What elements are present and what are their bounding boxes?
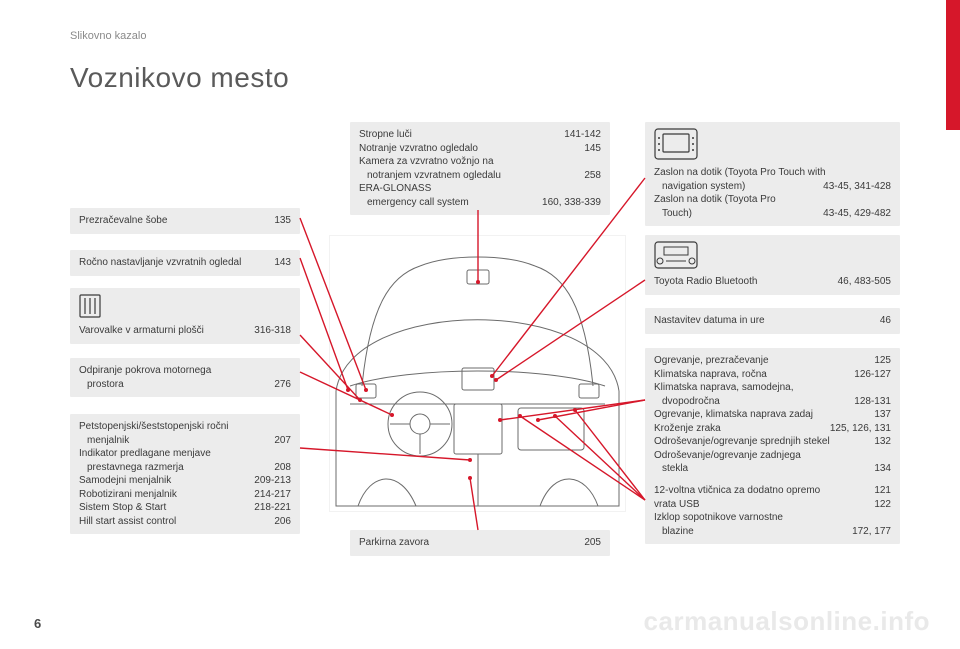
page-ref: 145 bbox=[584, 142, 601, 156]
label: Odroševanje/ogrevanje sprednjih stekel bbox=[654, 435, 864, 449]
label: ERA-GLONASS bbox=[359, 182, 601, 196]
label: Ogrevanje, prezračevanje bbox=[654, 354, 864, 368]
page-ref: 276 bbox=[274, 378, 291, 392]
callout-parking-brake: Parkirna zavora 205 bbox=[350, 530, 610, 556]
callout-air-vents: Prezračevalne šobe 135 bbox=[70, 208, 300, 234]
page-ref: 132 bbox=[874, 435, 891, 449]
label: navigation system) bbox=[654, 180, 813, 194]
touchscreen-icon bbox=[654, 128, 698, 160]
label: stekla bbox=[654, 462, 864, 476]
label: emergency call system bbox=[359, 196, 532, 210]
page-ref: 137 bbox=[874, 408, 891, 422]
page-ref: 43-45, 341-428 bbox=[823, 180, 891, 194]
manual-page: Slikovno kazalo Voznikovo mesto Prezrače… bbox=[0, 0, 960, 649]
page-ref: 126-127 bbox=[854, 368, 891, 382]
label: dvopodročna bbox=[654, 395, 844, 409]
label: Samodejni menjalnik bbox=[79, 474, 244, 488]
page-ref: 134 bbox=[874, 462, 891, 476]
label: Kroženje zraka bbox=[654, 422, 820, 436]
page-ref: 258 bbox=[584, 169, 601, 183]
page-ref: 208 bbox=[274, 461, 291, 475]
page-ref: 43-45, 429-482 bbox=[823, 207, 891, 221]
label: notranjem vzvratnem ogledalu bbox=[359, 169, 574, 183]
page-ref: 209-213 bbox=[254, 474, 291, 488]
callout-ceiling: Stropne luči 141-142 Notranje vzvratno og… bbox=[350, 122, 610, 215]
page-ref: 207 bbox=[274, 434, 291, 448]
label: vrata USB bbox=[654, 498, 864, 512]
label-line1: Odpiranje pokrova motornega bbox=[79, 364, 291, 378]
label: Ogrevanje, klimatska naprava zadaj bbox=[654, 408, 864, 422]
label: menjalnik bbox=[79, 434, 264, 448]
label: Petstopenjski/šeststopenjski ročni bbox=[79, 420, 291, 434]
label: Notranje vzvratno ogledalo bbox=[359, 142, 574, 156]
label: Klimatska naprava, ročna bbox=[654, 368, 844, 382]
label: Odroševanje/ogrevanje zadnjega bbox=[654, 449, 891, 463]
label: Ročno nastavljanje vzvratnih ogledal bbox=[79, 256, 264, 270]
page-ref: 214-217 bbox=[254, 488, 291, 502]
page-number: 6 bbox=[34, 616, 41, 631]
callout-bonnet: Odpiranje pokrova motornega prostora 276 bbox=[70, 358, 300, 397]
dashboard-illustration bbox=[330, 236, 625, 511]
label: Indikator predlagane menjave bbox=[79, 447, 291, 461]
page-ref: 143 bbox=[274, 256, 291, 270]
label: Hill start assist control bbox=[79, 515, 264, 529]
watermark: carmanualsonline.info bbox=[644, 606, 930, 637]
page-ref: 160, 338-339 bbox=[542, 196, 601, 210]
page-ref: 128-131 bbox=[854, 395, 891, 409]
callout-radio: Toyota Radio Bluetooth 46, 483-505 bbox=[645, 235, 900, 295]
page-ref: 46 bbox=[880, 314, 891, 328]
label: Klimatska naprava, samodejna, bbox=[654, 381, 891, 395]
callout-mirror-adjust: Ročno nastavljanje vzvratnih ogledal 143 bbox=[70, 250, 300, 276]
page-ref: 218-221 bbox=[254, 501, 291, 515]
radio-icon bbox=[654, 241, 698, 269]
callout-datetime: Nastavitev datuma in ure 46 bbox=[645, 308, 900, 334]
label: Sistem Stop & Start bbox=[79, 501, 244, 515]
callout-touchscreen: Zaslon na dotik (Toyota Pro Touch with n… bbox=[645, 122, 900, 226]
label: Kamera za vzvratno vožnjo na bbox=[359, 155, 601, 169]
label: Zaslon na dotik (Toyota Pro bbox=[654, 193, 891, 207]
page-ref: 206 bbox=[274, 515, 291, 529]
label: blazine bbox=[654, 525, 842, 539]
page-ref: 46, 483-505 bbox=[838, 275, 891, 289]
callout-fusebox: Varovalke v armaturni plošči 316-318 bbox=[70, 288, 300, 344]
page-ref: 125 bbox=[874, 354, 891, 368]
page-ref: 121 bbox=[874, 484, 891, 498]
page-ref: 205 bbox=[584, 536, 601, 550]
label: Varovalke v armaturni plošči bbox=[79, 324, 244, 338]
label: Izklop sopotnikove varnostne bbox=[654, 511, 891, 525]
page-ref: 122 bbox=[874, 498, 891, 512]
callout-accessories: 12-voltna vtičnica za dodatno opremo121 … bbox=[645, 478, 900, 544]
label: Stropne luči bbox=[359, 128, 554, 142]
callout-hvac: Ogrevanje, prezračevanje 125 Klimatska na… bbox=[645, 348, 900, 482]
label: Prezračevalne šobe bbox=[79, 214, 264, 228]
label: Zaslon na dotik (Toyota Pro Touch with bbox=[654, 166, 891, 180]
page-title: Voznikovo mesto bbox=[70, 62, 289, 94]
fusebox-icon bbox=[79, 294, 101, 318]
breadcrumb: Slikovno kazalo bbox=[70, 30, 146, 42]
accent-stripe bbox=[946, 0, 960, 130]
dashboard-svg bbox=[330, 236, 625, 511]
page-ref: 135 bbox=[274, 214, 291, 228]
page-ref: 141-142 bbox=[564, 128, 601, 142]
callout-gearbox: Petstopenjski/šeststopenjski ročni menja… bbox=[70, 414, 300, 534]
page-ref: 316-318 bbox=[254, 324, 291, 338]
page-ref: 172, 177 bbox=[852, 525, 891, 539]
label: prestavnega razmerja bbox=[79, 461, 264, 475]
label: 12-voltna vtičnica za dodatno opremo bbox=[654, 484, 864, 498]
label: Parkirna zavora bbox=[359, 536, 574, 550]
label: Toyota Radio Bluetooth bbox=[654, 275, 828, 289]
label: Touch) bbox=[654, 207, 813, 221]
label: Nastavitev datuma in ure bbox=[654, 314, 870, 328]
label-line2: prostora bbox=[79, 378, 264, 392]
page-ref: 125, 126, 131 bbox=[830, 422, 891, 436]
label: Robotizirani menjalnik bbox=[79, 488, 244, 502]
